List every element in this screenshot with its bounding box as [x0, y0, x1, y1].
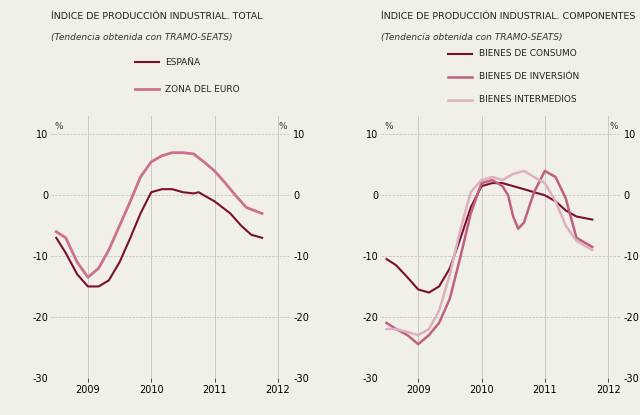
Text: BIENES INTERMEDIOS: BIENES INTERMEDIOS: [479, 95, 577, 104]
Text: ZONA DEL EURO: ZONA DEL EURO: [165, 85, 240, 94]
Text: %: %: [54, 122, 63, 132]
Text: %: %: [385, 122, 393, 132]
Text: (Tendencia obtenida con TRAMO-SEATS): (Tendencia obtenida con TRAMO-SEATS): [51, 33, 233, 42]
Text: ESPAÑA: ESPAÑA: [165, 58, 200, 67]
Text: BIENES DE INVERSIÓN: BIENES DE INVERSIÓN: [479, 72, 579, 81]
Text: ÍNDICE DE PRODUCCIÓN INDUSTRIAL. TOTAL: ÍNDICE DE PRODUCCIÓN INDUSTRIAL. TOTAL: [51, 12, 262, 22]
Text: %: %: [279, 122, 287, 132]
Text: BIENES DE CONSUMO: BIENES DE CONSUMO: [479, 49, 577, 59]
Text: %: %: [609, 122, 618, 132]
Text: (Tendencia obtenida con TRAMO-SEATS): (Tendencia obtenida con TRAMO-SEATS): [381, 33, 563, 42]
Text: ÍNDICE DE PRODUCCIÓN INDUSTRIAL. COMPONENTES: ÍNDICE DE PRODUCCIÓN INDUSTRIAL. COMPONE…: [381, 12, 636, 22]
